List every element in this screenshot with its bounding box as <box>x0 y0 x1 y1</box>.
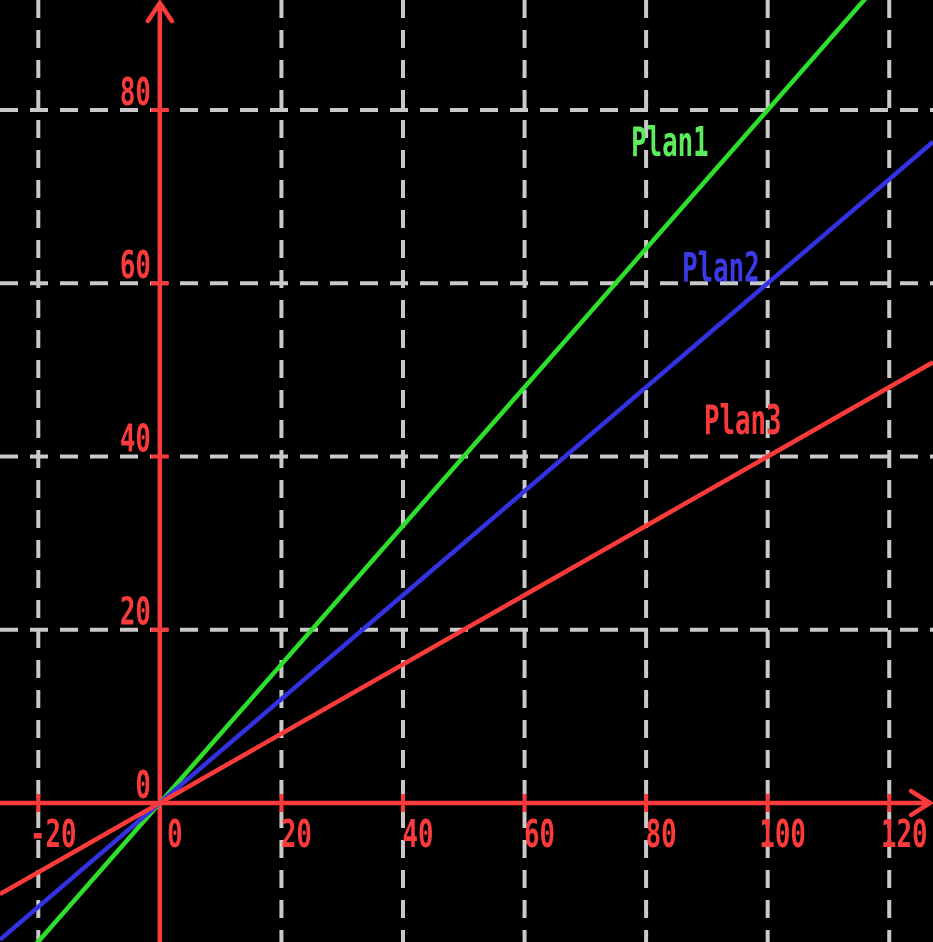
series-label-plan3: Plan3 <box>704 396 782 444</box>
x-tick-label: 60 <box>524 812 555 856</box>
x-tick-label: 40 <box>402 812 433 856</box>
tick-labels-layer: -20 0 20 40 60 80 100 120 0 20 40 60 80 <box>30 70 927 856</box>
y-tick-label: 0 <box>135 763 151 807</box>
y-tick-label: 80 <box>120 70 151 114</box>
x-tick-label: 80 <box>646 812 677 856</box>
x-tick-label: -20 <box>30 812 77 856</box>
y-tick-label: 40 <box>120 416 151 460</box>
x-tick-label: 120 <box>881 812 928 856</box>
series-label-plan2: Plan2 <box>682 244 760 292</box>
y-tick-label: 20 <box>120 590 151 634</box>
x-tick-label: 20 <box>281 812 312 856</box>
series-label-plan1: Plan1 <box>631 118 709 166</box>
y-tick-label: 60 <box>120 243 151 287</box>
x-axis-arrow-icon <box>908 788 933 818</box>
x-tick-label: 100 <box>759 812 806 856</box>
y-axis-arrow-icon <box>145 0 175 24</box>
series-line-plan3 <box>0 360 933 897</box>
x-tick-label: 0 <box>167 812 183 856</box>
